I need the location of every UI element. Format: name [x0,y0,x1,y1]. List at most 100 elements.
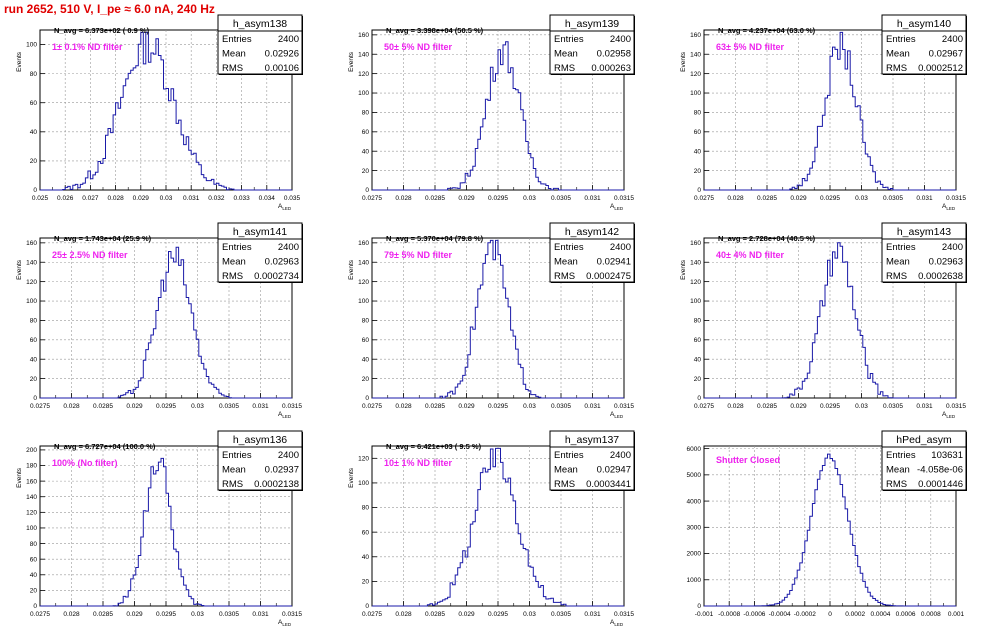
y-tick-label: 0 [697,187,701,194]
histogram-panel-h_asym143: 0.0275 0.028 0.0285 0.029 0.0295 0.03 0.0305 0.… [680,222,967,419]
stats-box [881,222,967,283]
stats-key-entries: Entries [554,34,584,45]
navg-label: N_avg = 4.237e+04 (63.0 %) [718,26,816,35]
histogram-panel-h_asym140: 0.0275 0.028 0.0285 0.029 0.0295 0.03 0.0305 0.… [680,14,967,211]
stats-box [217,222,303,283]
x-axis-label: ALED [942,411,956,419]
stats-value-mean: 0.02963 [929,257,963,268]
x-tick-label: 0.029 [458,611,475,618]
histogram-panel-h_asym139: 0.0275 0.028 0.0285 0.029 0.0295 0.03 0.0305 0.… [348,14,635,211]
navg-label: N_avg = 1.743e+04 (25.9 %) [54,234,152,243]
navg-label: N_avg = 6.727e+04 (100.0 %) [54,442,156,451]
stats-value-mean: 0.02926 [265,49,299,60]
x-tick-label: 0.029 [133,195,150,202]
y-tick-label: 60 [30,337,38,344]
y-tick-label: 60 [694,337,702,344]
y-tick-label: 40 [694,356,702,363]
stats-key-entries: Entries [886,450,916,461]
stats-box [881,430,967,491]
x-tick-label: 0.03 [523,403,536,410]
y-tick-label: 140 [26,494,37,501]
histogram-grid: 0.025 0.026 0.027 0.028 0.029 0.03 0.031 0.032 0… [16,14,967,627]
y-tick-label: 140 [26,259,37,266]
stats-value-entries: 2400 [278,34,299,45]
stats-key-entries: Entries [222,450,252,461]
stats-value-mean: 0.02963 [265,257,299,268]
y-tick-label: 120 [358,279,369,286]
filter-annotation: 100% (No filter) [52,458,118,468]
y-tick-label: 0 [697,395,701,402]
x-tick-label: 0.0305 [551,611,571,618]
x-tick-label: 0.03 [855,195,868,202]
y-tick-label: 160 [26,240,37,247]
y-tick-label: 40 [30,356,38,363]
x-tick-label: 0.0305 [551,403,571,410]
y-tick-label: 100 [26,42,37,49]
histogram-name: h_asym142 [565,226,619,238]
y-tick-label: 160 [358,240,369,247]
x-axis-label: ALED [278,619,292,627]
y-tick-label: 160 [358,32,369,39]
stats-value-mean: 0.02967 [929,49,963,60]
histogram-name: hPed_asym [896,434,952,446]
x-tick-label: 0.0315 [946,195,966,202]
filter-annotation: 25± 2.5% ND filter [52,250,128,260]
y-tick-label: 120 [690,279,701,286]
y-tick-label: 20 [362,579,370,586]
y-tick-label: 100 [358,480,369,487]
x-tick-label: 0.0295 [820,195,840,202]
y-tick-label: 120 [358,71,369,78]
stats-value-mean: 0.02941 [597,257,631,268]
y-tick-label: 0 [33,187,37,194]
y-tick-label: 0 [365,187,369,194]
histogram-name: h_asym143 [897,226,951,238]
x-tick-label: 0.029 [126,611,143,618]
x-tick-label: 0.0315 [282,611,302,618]
x-tick-label: 0.0295 [488,403,508,410]
y-tick-label: 80 [362,110,370,117]
y-tick-label: 140 [690,259,701,266]
stats-key-entries: Entries [886,34,916,45]
stats-value-mean: 0.02947 [597,465,631,476]
x-tick-label: 0.0275 [30,403,50,410]
stats-value-entries: 2400 [610,34,631,45]
stats-key-rms: RMS [886,63,907,74]
stats-value-mean: 0.02958 [597,49,631,60]
stats-key-rms: RMS [554,271,575,282]
stats-key-mean: Mean [554,257,578,268]
x-tick-label: 0.0305 [219,611,239,618]
x-tick-label: 0.031 [584,611,601,618]
y-tick-label: 160 [26,478,37,485]
y-tick-label: 4000 [687,498,702,505]
stats-box [881,14,967,75]
y-tick-label: 60 [362,529,370,536]
y-tick-label: 160 [690,240,701,247]
y-tick-label: 0 [697,603,701,610]
y-tick-label: 60 [30,556,38,563]
y-tick-label: 120 [26,510,37,517]
filter-annotation: 10± 1% ND filter [384,458,452,468]
stats-key-rms: RMS [886,479,907,490]
x-tick-label: 0.034 [259,195,276,202]
stats-value-entries: 2400 [610,450,631,461]
y-tick-label: 40 [30,572,38,579]
y-axis-label: Events [16,51,23,72]
y-tick-label: 20 [30,158,38,165]
y-tick-label: 20 [694,168,702,175]
histogram-name: h_asym138 [233,18,287,30]
x-tick-label: 0.0285 [425,195,445,202]
x-tick-label: 0.031 [252,611,269,618]
x-tick-label: 0.028 [395,611,412,618]
stats-value-mean: 0.02937 [265,465,299,476]
stats-key-entries: Entries [554,242,584,253]
stats-key-entries: Entries [222,242,252,253]
x-tick-label: 0.0006 [896,611,916,618]
x-tick-label: 0.028 [63,611,80,618]
y-tick-label: 40 [694,148,702,155]
x-tick-label: -0.0006 [743,611,765,618]
stats-key-entries: Entries [554,450,584,461]
y-tick-label: 80 [30,541,38,548]
x-tick-label: 0.0275 [30,611,50,618]
histogram-panel-hPed_asym: -0.001 -0.0008 -0.0006 -0.0004 -0.0002 0 0.000… [687,430,967,618]
stats-value-rms: 0.000263 [591,63,631,74]
